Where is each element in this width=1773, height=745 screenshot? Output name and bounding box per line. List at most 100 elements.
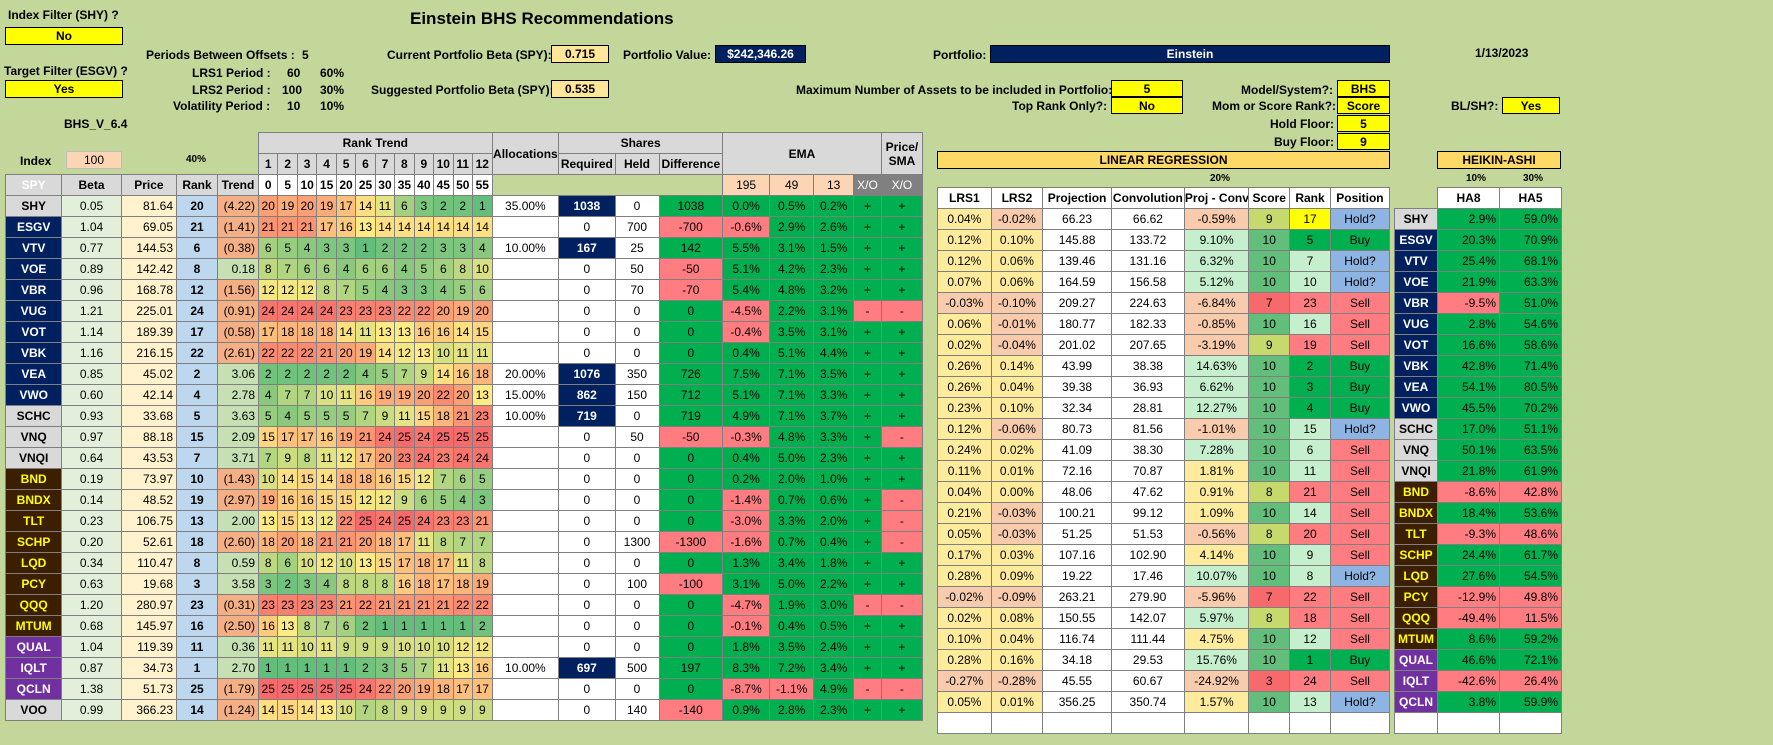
price-cell: 280.97 — [120, 594, 178, 616]
ticker-cell[interactable]: VTV — [4, 237, 63, 259]
ha-row: MTUM 8.6% 59.2% — [1394, 628, 1562, 650]
table-row: QQQ 1.20 280.97 23 (0.31) 23 23 23 23 21 22 21 21 21 2… — [4, 594, 924, 616]
ticker-cell[interactable]: VOO — [4, 699, 63, 721]
ticker-cell[interactable]: LQD — [4, 552, 63, 574]
ticker-cell[interactable]: PCY — [4, 573, 63, 595]
ticker-cell[interactable]: QQQ — [4, 594, 63, 616]
ema-cell: 2.3% — [813, 699, 855, 721]
rank-trend-cell: 21 — [394, 594, 415, 616]
blsh-input[interactable]: Yes — [1502, 97, 1560, 114]
rank-cell: 16 — [176, 615, 218, 637]
max-assets-input[interactable]: 5 — [1111, 80, 1183, 97]
model-input[interactable]: BHS — [1337, 80, 1390, 97]
required-cell: 0 — [558, 573, 616, 595]
convolution-cell: 38.38 — [1110, 355, 1185, 377]
score-cell: 10 — [1248, 502, 1291, 524]
rank-trend-cell: 2 — [394, 237, 415, 259]
ticker-cell[interactable]: VOT — [4, 321, 63, 343]
buy-floor-input[interactable]: 9 — [1337, 133, 1390, 150]
ticker-cell[interactable]: VBK — [4, 342, 63, 364]
mom-score-input[interactable]: Score — [1337, 97, 1390, 114]
ha8-cell — [1437, 712, 1500, 734]
score-cell: 10 — [1248, 376, 1291, 398]
rank-trend-cell: 21 — [374, 594, 396, 616]
rank-trend-cell: 20 — [296, 195, 318, 217]
rank-trend-cell: 18 — [452, 573, 473, 595]
rank-cell: 17 — [176, 321, 218, 343]
price-sma-cell: - — [880, 531, 924, 553]
convolution-header: Convolution — [1110, 187, 1185, 209]
rank-trend-cell: 2 — [277, 363, 298, 385]
top-rank-input[interactable]: No — [1111, 97, 1183, 114]
beta-cell: 0.87 — [61, 657, 122, 679]
ticker-cell[interactable]: QCLN — [4, 678, 63, 700]
price-cell: 52.61 — [120, 531, 178, 553]
rank-trend-cell: 22 — [355, 594, 376, 616]
position-cell: Sell — [1329, 502, 1391, 524]
ticker-cell[interactable]: VUG — [4, 300, 63, 322]
rank-trend-cell: 23 — [316, 594, 337, 616]
ticker-cell[interactable]: BND — [4, 468, 63, 490]
ticker-cell[interactable]: MTUM — [4, 615, 63, 637]
ticker-cell[interactable]: VNQ — [4, 426, 63, 448]
held-cell: 25 — [614, 237, 660, 259]
ha8-cell: 46.6% — [1437, 649, 1500, 671]
rank-trend-cell: 25 — [277, 678, 298, 700]
ema-cell: 3.5% — [769, 321, 815, 343]
rank-trend-cell: 24 — [413, 447, 435, 469]
ticker-cell[interactable]: SHY — [4, 195, 63, 217]
hold-floor-input[interactable]: 5 — [1337, 115, 1390, 132]
lr-row: 0.23% 0.10% 32.34 28.81 12.27% 10 4 Buy — [937, 397, 1391, 419]
projection-cell: 43.99 — [1042, 355, 1112, 377]
rank-trend-cell: 9 — [335, 636, 357, 658]
rank-trend-lag: 30 — [374, 174, 396, 196]
rank-trend-cell: 7 — [433, 468, 454, 490]
proj-conv-cell: 7.28% — [1183, 439, 1250, 461]
ticker-cell[interactable]: BNDX — [4, 489, 63, 511]
ha8-cell: 45.5% — [1437, 397, 1500, 419]
lrs1-header: LRS1 — [937, 187, 992, 209]
convolution-cell: 224.63 — [1110, 292, 1185, 314]
ha-row: SCHP 24.4% 61.7% — [1394, 544, 1562, 566]
portfolio-name[interactable]: Einstein — [990, 45, 1390, 63]
rank-trend-cell: 14 — [452, 216, 473, 238]
buy-floor-label: Buy Floor: — [1274, 135, 1334, 149]
max-assets-label: Maximum Number of Assets to be included … — [796, 83, 1113, 97]
price-sma-cell: + — [880, 573, 924, 595]
target-filter-input[interactable]: Yes — [5, 80, 123, 98]
ticker-cell[interactable]: IQLT — [4, 657, 63, 679]
ticker-cell[interactable]: VBR — [4, 279, 63, 301]
ha8-cell: 42.8% — [1437, 355, 1500, 377]
lrs2-cell: -0.28% — [990, 670, 1044, 692]
ticker-cell[interactable]: VWO — [4, 384, 63, 406]
allocation-cell — [491, 552, 560, 574]
lrs2-cell: -0.09% — [990, 586, 1044, 608]
proj-conv-cell: -1.01% — [1183, 418, 1250, 440]
ha5-cell: 54.5% — [1499, 565, 1562, 587]
rank-trend-cell: 23 — [433, 510, 454, 532]
rank-trend-cell: 14 — [257, 699, 279, 721]
beta-cell: 0.34 — [61, 552, 122, 574]
lrs1-cell: 0.06% — [937, 313, 992, 335]
ticker-cell[interactable]: ESGV — [4, 216, 63, 238]
position-cell: Hold? — [1329, 691, 1391, 713]
required-cell: 0 — [558, 636, 616, 658]
rank-trend-cell: 18 — [413, 573, 435, 595]
ticker-cell[interactable]: SCHP — [4, 531, 63, 553]
ticker-cell[interactable]: VNQI — [4, 447, 63, 469]
rank-trend-cell: 10 — [335, 699, 357, 721]
ema-cell: 3.1% — [813, 300, 855, 322]
index-filter-input[interactable]: No — [5, 27, 123, 45]
ticker-cell[interactable]: QUAL — [4, 636, 63, 658]
ticker-cell[interactable]: VOE — [4, 258, 63, 280]
table-row: SCHC 0.93 33.68 5 3.63 5 4 5 5 5 7 9 11 15 18 21 23 10.00… — [4, 405, 924, 427]
rank-trend-cell: 1 — [413, 615, 435, 637]
ticker-cell[interactable]: VEA — [4, 363, 63, 385]
ticker-cell[interactable]: TLT — [4, 510, 63, 532]
required-cell: 1038 — [558, 195, 616, 217]
allocation-cell — [491, 699, 560, 721]
ticker-cell[interactable]: SCHC — [4, 405, 63, 427]
ema-cell: -3.0% — [722, 510, 771, 532]
ema-cell: 5.5% — [722, 237, 771, 259]
rank-trend-cell: 8 — [296, 615, 318, 637]
